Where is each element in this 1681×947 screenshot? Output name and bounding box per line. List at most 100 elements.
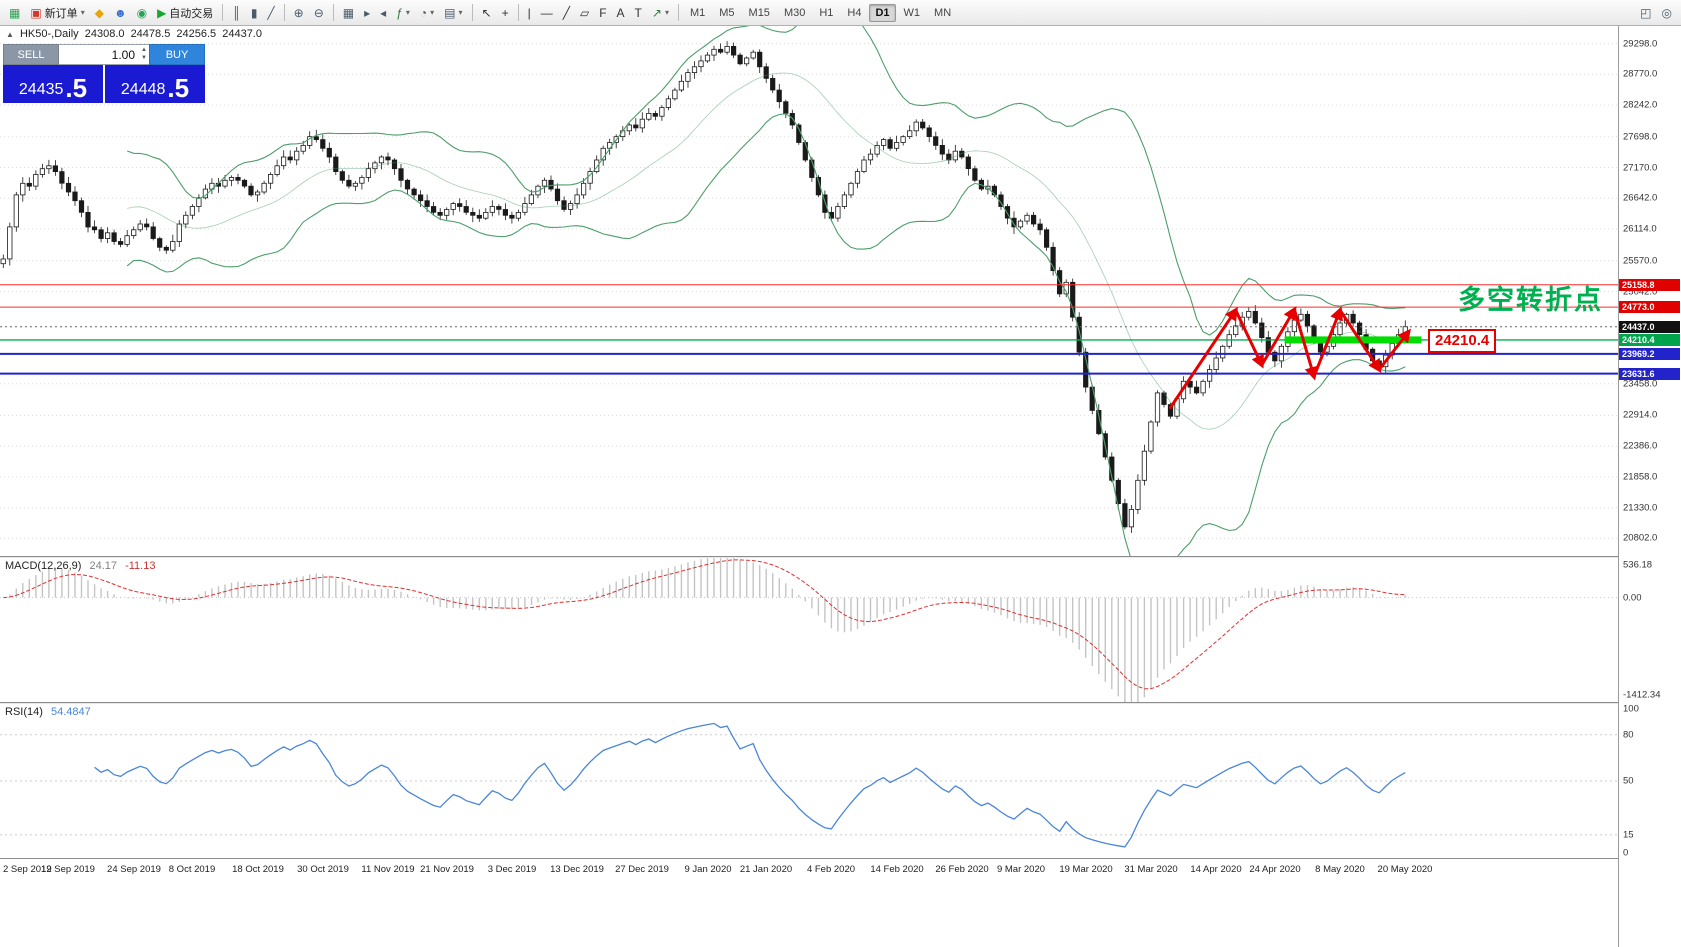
chart-shift-button[interactable]: ◂ (375, 4, 391, 22)
buy-button[interactable]: BUY (149, 44, 205, 65)
ohlc-open: 24308.0 (84, 28, 125, 40)
sell-price-main: 24435 (18, 81, 64, 99)
timeframe-m5-button[interactable]: M5 (719, 6, 735, 19)
new-chart-button[interactable]: ▦ (4, 4, 25, 22)
buy-price-box[interactable]: 24448 .5 (105, 65, 205, 103)
chart-window[interactable]: 29298.0 28770.0 28242.0 27698.0 27170.0 26642… (0, 26, 1681, 947)
trendline-button[interactable]: ╱ (558, 4, 575, 22)
price-tag: 23631.6 (1619, 367, 1680, 380)
vertical-line-button[interactable]: | (523, 4, 536, 22)
horizontal-line-button[interactable]: — (536, 4, 558, 22)
new-order-icon: ▣ (30, 5, 42, 20)
timeframe-m15-button[interactable]: M15 (748, 6, 770, 19)
symbol-title: HK50-,Daily (19, 28, 79, 40)
tile-windows-button[interactable]: ▦ (338, 4, 359, 22)
timeframe-h4-button[interactable]: H4 (847, 6, 862, 19)
main-price-chart[interactable] (0, 26, 1619, 556)
rsi-value: 54.4847 (50, 706, 91, 718)
sell-button[interactable]: SELL (3, 44, 59, 65)
candlestick-mode-button[interactable]: ▮ (246, 4, 263, 22)
chart-window-button[interactable]: ◰ (1635, 4, 1656, 22)
chevron-down-icon: ▾ (80, 8, 85, 17)
crosshair-button[interactable]: + (497, 4, 514, 22)
zoom-out-icon: ⊖ (313, 5, 324, 20)
new-order-button[interactable]: ▣ 新订单 ▾ (25, 2, 89, 24)
price-axis-tick: 25042.0 (1623, 286, 1658, 297)
rsi-indicator-panel[interactable] (0, 704, 1619, 858)
volume-stepper[interactable]: ▲ ▼ (141, 46, 147, 62)
macd-indicator-panel[interactable] (0, 558, 1619, 702)
rsi-axis-label: 15 (1623, 829, 1634, 841)
chevron-down-icon: ▾ (405, 8, 410, 17)
bollinger-middle-band (127, 72, 1406, 430)
volume-input[interactable]: 1.00 ▲ ▼ (59, 44, 149, 65)
price-axis-tick: 22386.0 (1623, 440, 1658, 452)
time-axis[interactable]: 2 Sep 2019 12 Sep 2019 24 Sep 2019 8 Oct 20… (0, 859, 1619, 881)
label-button[interactable]: T (630, 4, 647, 22)
price-axis-tick: 27698.0 (1623, 131, 1658, 143)
periods-button[interactable]: ◔ ▾ (415, 4, 439, 22)
support-button[interactable]: ◉ (132, 4, 152, 22)
ohlc-close: 24437.0 (222, 28, 262, 40)
cursor-button[interactable]: ↖ (477, 4, 497, 22)
price-axis-tick: 22914.0 (1623, 409, 1658, 421)
profile-button[interactable]: ☻ (109, 4, 132, 22)
text-button[interactable]: A (612, 4, 630, 22)
trendline-icon: ╱ (562, 5, 570, 20)
label-icon: T (634, 5, 642, 20)
panel-separator[interactable] (0, 702, 1681, 704)
channel-button[interactable]: ▱ (575, 4, 594, 22)
date-label: 4 Feb 2020 (806, 864, 856, 875)
timeframe-m1-button[interactable]: M1 (689, 6, 706, 19)
stepper-down-icon[interactable]: ▼ (141, 55, 147, 61)
timeframe-m30-button[interactable]: M30 (783, 6, 806, 19)
favorites-button[interactable]: ◆ (90, 4, 109, 22)
chart-title-overlay: ▲ HK50-,Daily 24308.0 24478.5 24256.5 24… (6, 28, 265, 40)
auto-scroll-button[interactable]: ▸ (359, 4, 375, 22)
price-axis-tick: 28242.0 (1623, 99, 1658, 111)
date-label: 13 Dec 2019 (550, 864, 604, 875)
indicators-button[interactable]: ƒ ▾ (391, 4, 415, 22)
date-label: 24 Sep 2019 (107, 864, 161, 875)
price-axis-tick: 21858.0 (1623, 471, 1658, 483)
macd-label: MACD(12,26,9) (5, 560, 82, 572)
play-icon: ▶ (157, 5, 167, 20)
auto-trading-button[interactable]: ▶ 自动交易 (152, 2, 218, 24)
rsi-axis-label: 0 (1623, 847, 1629, 859)
date-label: 20 May 2020 (1377, 864, 1433, 875)
search-button[interactable]: ◎ (1657, 4, 1677, 22)
zoom-in-icon: ⊕ (293, 5, 304, 20)
sell-price-box[interactable]: 24435 .5 (3, 65, 103, 103)
price-axis[interactable]: 29298.0 28770.0 28242.0 27698.0 27170.0 26642… (1618, 26, 1681, 947)
timeframe-mn-button[interactable]: MN (934, 6, 952, 19)
panel-separator[interactable] (0, 556, 1681, 558)
macd-axis-label: 0.00 (1623, 592, 1642, 604)
stepper-up-icon[interactable]: ▲ (141, 47, 147, 53)
templates-button[interactable]: ▤ ▾ (439, 4, 467, 22)
arrows-button[interactable]: ↗ ▾ (647, 4, 674, 22)
timeframe-d1-button[interactable]: D1 (869, 3, 896, 22)
zoom-in-button[interactable]: ⊕ (289, 4, 309, 22)
support-highlight-bar (1284, 336, 1422, 344)
zoom-out-button[interactable]: ⊖ (309, 4, 329, 22)
zigzag-arrows (1169, 306, 1411, 409)
arrow-icon: ↗ (651, 5, 662, 20)
cursor-icon: ↖ (481, 5, 492, 20)
rsi-axis-label: 50 (1623, 775, 1634, 787)
bar-chart-mode-button[interactable]: ║ (227, 4, 246, 22)
price-tag: 24210.4 (1619, 333, 1680, 346)
profile-icon: ☻ (113, 5, 127, 20)
timeframe-w1-button[interactable]: W1 (903, 6, 921, 19)
toolbar-separator (222, 4, 224, 21)
fibonacci-button[interactable]: F (594, 4, 611, 22)
rsi-line (94, 722, 1406, 848)
macd-axis-label: 536.18 (1623, 559, 1653, 571)
timeframe-h1-button[interactable]: H1 (819, 6, 834, 19)
bar-chart-icon: ║ (232, 5, 241, 20)
line-chart-icon: ╱ (267, 5, 275, 20)
vertical-line-icon: | (527, 5, 531, 20)
templates-icon: ▤ (444, 5, 456, 20)
line-chart-mode-button[interactable]: ╱ (262, 4, 279, 22)
date-label: 21 Jan 2020 (739, 864, 793, 875)
